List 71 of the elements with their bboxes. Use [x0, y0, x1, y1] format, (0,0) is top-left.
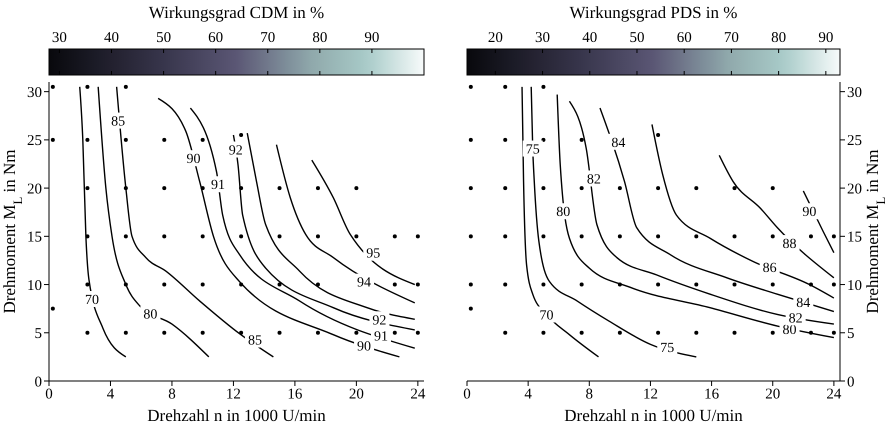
- annotation: 91: [211, 178, 226, 194]
- y-tick-label: 20: [27, 181, 42, 198]
- color-bar-label: 70: [724, 30, 739, 46]
- color-bar-label: 90: [818, 30, 834, 46]
- y-tick-label: 30: [847, 84, 862, 101]
- color-bar-label: 30: [535, 30, 550, 46]
- annotation: 85: [248, 334, 262, 349]
- annotation: 90: [357, 339, 372, 354]
- x-axis-title: Drehzahl n in 1000 U/min: [147, 406, 326, 425]
- annotation: 90: [186, 152, 200, 168]
- x-tick-label: 24: [826, 386, 842, 403]
- color-bar-title: Wirkungsgrad CDM in %: [148, 3, 324, 22]
- annotation: 92: [372, 313, 386, 328]
- x-tick-label: 16: [704, 386, 720, 403]
- x-tick-label: 4: [524, 386, 532, 403]
- annotation: 75: [660, 341, 674, 356]
- color-bar-label: 50: [156, 30, 172, 46]
- y-tick-label: 10: [27, 278, 42, 294]
- color-bar-label: 80: [771, 30, 786, 46]
- annotation: 85: [111, 114, 126, 130]
- annotation: 80: [143, 307, 158, 322]
- color-bar-label: 40: [104, 30, 119, 46]
- color-bar-label: 90: [364, 30, 380, 46]
- color-bar-label: 60: [208, 30, 224, 46]
- color-bar-label: 70: [260, 30, 276, 46]
- x-tick-label: 0: [463, 386, 471, 403]
- annotation: 86: [762, 261, 777, 276]
- x-tick-label: 20: [765, 386, 780, 403]
- y-tick-label: 15: [847, 230, 862, 246]
- x-axis-title: Drehzahl n in 1000 U/min: [564, 406, 744, 425]
- x-tick-label: 16: [287, 386, 303, 403]
- x-tick-label: 4: [106, 386, 115, 403]
- annotation: 70: [539, 308, 554, 324]
- y-tick-label: 0: [847, 374, 854, 390]
- x-tick-label: 8: [586, 386, 594, 403]
- annotation: 70: [85, 293, 100, 308]
- y-tick-label: 25: [27, 133, 42, 150]
- x-tick-label: 8: [168, 386, 176, 403]
- annotation: 90: [802, 205, 816, 220]
- y-tick-label: 15: [27, 230, 42, 246]
- color-bar-label: 30: [52, 30, 67, 46]
- x-tick-label: 0: [45, 386, 53, 403]
- color-bar-label: 20: [488, 30, 503, 46]
- y-tick-label: 30: [27, 84, 42, 101]
- annotation: 95: [366, 246, 380, 262]
- y-tick-label: 5: [847, 326, 854, 342]
- y-tick-label: 10: [847, 278, 862, 294]
- y-tick-label: 0: [34, 374, 42, 390]
- color-bar-label: 40: [582, 30, 598, 46]
- y-tick-label: 20: [847, 181, 862, 198]
- color-bar-label: 60: [676, 30, 692, 46]
- x-tick-label: 24: [410, 386, 426, 403]
- annotation: 82: [788, 311, 803, 326]
- annotation: 94: [357, 276, 372, 291]
- color-bar-label: 80: [312, 30, 328, 46]
- annotation: 88: [782, 237, 797, 252]
- annotation: 75: [526, 142, 540, 158]
- annotation: 80: [782, 322, 797, 338]
- annotation: 91: [374, 330, 388, 345]
- color-bar-title: Wirkungsgrad PDS in %: [570, 3, 738, 22]
- y-tick-label: 5: [34, 326, 42, 342]
- annotation: 84: [796, 296, 810, 311]
- y-tick-label: 25: [847, 133, 862, 150]
- x-tick-label: 12: [642, 386, 658, 403]
- annotation: 80: [556, 205, 570, 220]
- x-tick-label: 20: [348, 386, 364, 403]
- annotation: 92: [228, 144, 243, 159]
- annotation: 82: [586, 172, 601, 188]
- color-bar-label: 50: [629, 30, 644, 46]
- annotation: 84: [611, 136, 626, 151]
- x-tick-label: 12: [226, 386, 241, 403]
